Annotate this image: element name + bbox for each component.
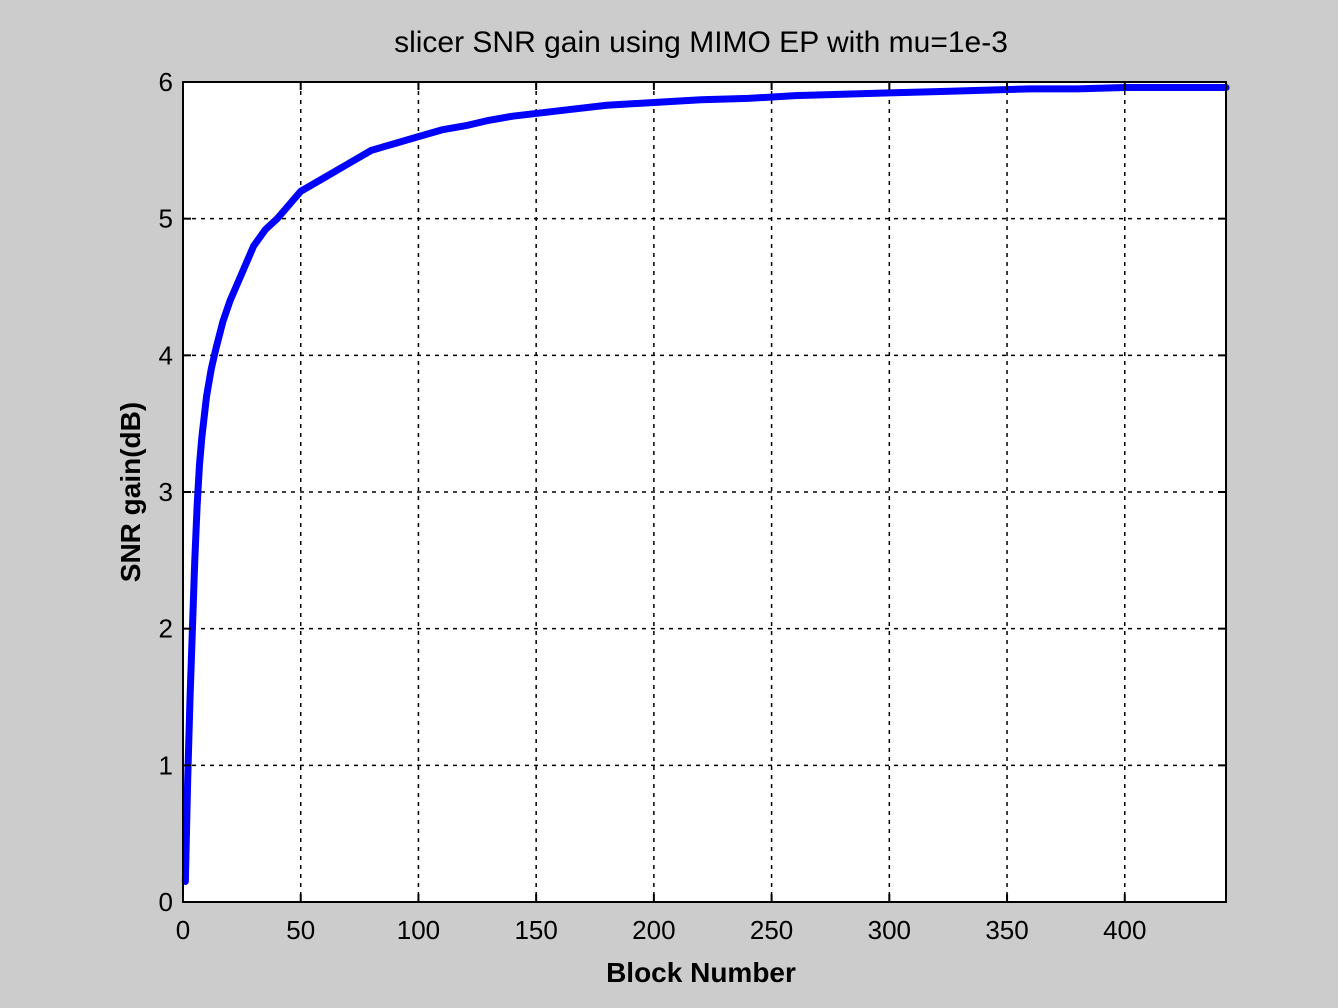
series-layer [181,83,1230,885]
x-tick-label: 100 [397,915,440,945]
y-tick-label: 5 [159,204,173,234]
grid-lines [183,82,1226,902]
y-tick-label: 3 [159,477,173,507]
y-tick-label: 1 [159,750,173,780]
y-tick-label: 2 [159,614,173,644]
x-tick-label: 200 [632,915,675,945]
y-axis-tick-labels: 0 1 2 3 4 5 6 [159,67,173,917]
y-tick-label: 6 [159,67,173,97]
tick-marks [182,81,1226,903]
x-tick-label: 350 [985,915,1028,945]
chart-title: slicer SNR gain using MIMO EP with mu=1e… [394,26,1008,59]
series-line-1 [181,83,1230,885]
x-tick-label: 300 [868,915,911,945]
x-axis-tick-labels: 0 50 100 150 200 250 300 350 400 [176,915,1147,945]
y-tick-label: 4 [159,340,173,370]
y-axis-label: SNR gain(dB) [115,402,146,582]
plot-area [181,81,1230,903]
x-tick-label: 50 [286,915,315,945]
x-tick-label: 400 [1103,915,1146,945]
x-tick-label: 150 [514,915,557,945]
y-tick-label: 0 [159,887,173,917]
x-tick-label: 250 [750,915,793,945]
x-axis-label: Block Number [606,957,796,988]
x-tick-label: 0 [176,915,190,945]
